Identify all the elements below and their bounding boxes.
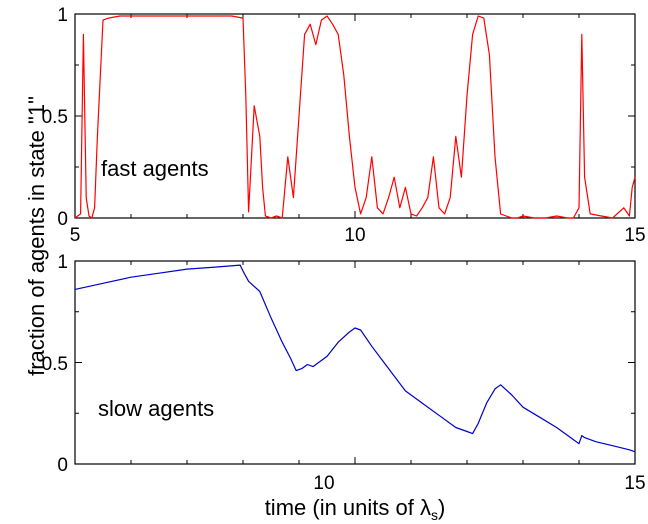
x-axis-title-symbol: λ	[420, 495, 431, 520]
top-y-tick-label-0: 0	[57, 209, 68, 230]
x-axis-title-subscript: s	[431, 507, 438, 523]
bottom-y-tick-label-0: 0	[57, 455, 68, 476]
top-annotation: fast agents	[101, 156, 209, 181]
top-series-line	[74, 15, 636, 219]
top-ticks	[74, 13, 636, 219]
bottom-plot-frame	[74, 260, 636, 465]
x-axis-title-suffix: )	[438, 495, 445, 520]
top-y-tick-label-0.5: 0.5	[42, 107, 68, 128]
bottom-y-tick-label-0.5: 0.5	[42, 354, 68, 375]
top-y-tick-label-1: 1	[57, 5, 68, 26]
x-axis-title: time (in units of λs)	[265, 495, 446, 523]
bottom-panel: 1 0.5 0 10 15 slow agents time (in units…	[42, 252, 646, 523]
y-axis-title: fraction of agents in state "1"	[24, 96, 49, 376]
top-x-tick-label-15: 15	[624, 225, 645, 246]
top-x-tick-label-5: 5	[70, 225, 81, 246]
bottom-annotation: slow agents	[98, 396, 214, 421]
bottom-y-tick-label-1: 1	[57, 252, 68, 273]
bottom-ticks	[75, 260, 636, 465]
bottom-series-line	[74, 264, 636, 453]
top-x-tick-label-10: 10	[344, 225, 365, 246]
bottom-x-tick-label-10: 10	[313, 473, 334, 494]
bottom-x-tick-label-15: 15	[624, 473, 645, 494]
top-panel: 1 0.5 0 5 10 15 fast agents	[42, 5, 646, 246]
x-axis-title-prefix: time (in units of	[265, 495, 420, 520]
